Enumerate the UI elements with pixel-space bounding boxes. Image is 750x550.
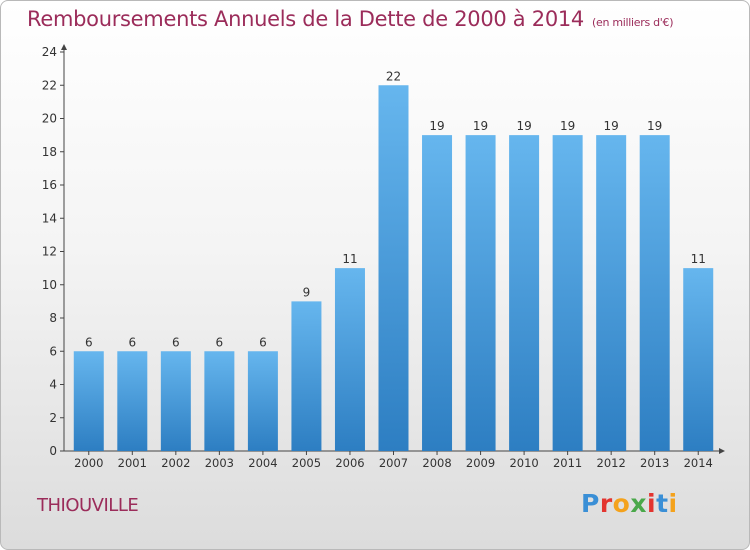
data-label: 6 xyxy=(172,335,180,349)
x-tick-label: 2010 xyxy=(509,456,538,470)
bar xyxy=(334,268,365,451)
bar xyxy=(160,351,191,451)
data-label: 19 xyxy=(560,119,575,133)
x-tick-label: 2009 xyxy=(466,456,495,470)
logo-letter: i xyxy=(668,489,678,518)
data-label: 6 xyxy=(128,335,136,349)
bar xyxy=(378,85,409,451)
x-tick-label: 2012 xyxy=(597,456,626,470)
x-tick-label: 2005 xyxy=(292,456,321,470)
x-tick-label: 2011 xyxy=(553,456,582,470)
y-tick-label: 16 xyxy=(42,178,57,192)
data-label: 19 xyxy=(516,119,531,133)
place-name: THIOUVILLE xyxy=(37,495,139,516)
y-tick-label: 2 xyxy=(49,411,57,425)
x-tick-label: 2001 xyxy=(118,456,147,470)
chart-title: Remboursements Annuels de la Dette de 20… xyxy=(27,7,673,31)
logo-letter: o xyxy=(612,489,631,518)
data-label: 19 xyxy=(604,119,619,133)
y-tick-label: 12 xyxy=(42,245,57,259)
y-axis-arrow xyxy=(61,44,67,50)
y-tick-label: 20 xyxy=(42,112,57,126)
y-tick-label: 10 xyxy=(42,278,57,292)
x-tick-label: 2006 xyxy=(335,456,364,470)
x-tick-label: 2000 xyxy=(74,456,103,470)
x-axis-arrow xyxy=(719,448,725,454)
y-tick-label: 22 xyxy=(42,78,57,92)
y-tick-label: 8 xyxy=(49,311,57,325)
data-label: 11 xyxy=(691,252,706,266)
logo-letter: x xyxy=(630,489,647,518)
y-tick-label: 18 xyxy=(42,145,57,159)
bar xyxy=(683,268,714,451)
chart-title-text: Remboursements Annuels de la Dette de 20… xyxy=(27,7,584,31)
bar xyxy=(247,351,278,451)
data-label: 22 xyxy=(386,69,401,83)
x-tick-label: 2014 xyxy=(684,456,713,470)
bar xyxy=(73,351,104,451)
bar xyxy=(465,135,496,451)
y-tick-label: 0 xyxy=(49,444,57,458)
chart-unit: (en milliers d'€) xyxy=(592,16,674,29)
y-tick-label: 6 xyxy=(49,344,57,358)
data-label: 9 xyxy=(303,285,311,299)
data-label: 6 xyxy=(216,335,224,349)
bar xyxy=(204,351,235,451)
bar xyxy=(639,135,670,451)
data-label: 19 xyxy=(429,119,444,133)
x-tick-label: 2003 xyxy=(205,456,234,470)
bar xyxy=(552,135,583,451)
y-tick-label: 4 xyxy=(49,378,57,392)
bar xyxy=(291,301,322,451)
data-label: 11 xyxy=(342,252,357,266)
bar xyxy=(117,351,148,451)
proxiti-logo: Proxiti xyxy=(581,489,678,518)
x-tick-label: 2004 xyxy=(248,456,277,470)
bar xyxy=(596,135,627,451)
data-label: 6 xyxy=(85,335,93,349)
bar xyxy=(509,135,540,451)
data-label: 19 xyxy=(473,119,488,133)
logo-letter: i xyxy=(647,489,657,518)
x-tick-label: 2013 xyxy=(640,456,669,470)
bar xyxy=(422,135,453,451)
data-label: 19 xyxy=(647,119,662,133)
logo-letter: P xyxy=(581,489,600,518)
x-tick-label: 2007 xyxy=(379,456,408,470)
y-tick-label: 14 xyxy=(42,211,57,225)
x-tick-label: 2002 xyxy=(161,456,190,470)
logo-letter: t xyxy=(656,489,669,518)
x-tick-label: 2008 xyxy=(422,456,451,470)
logo-letter: r xyxy=(599,489,613,518)
y-tick-label: 24 xyxy=(42,45,57,59)
data-label: 6 xyxy=(259,335,267,349)
